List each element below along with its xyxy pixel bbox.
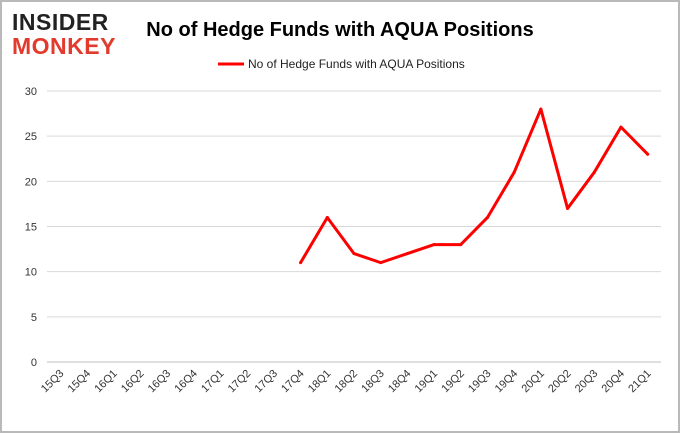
x-tick-label: 17Q4 <box>279 368 307 396</box>
x-tick-label: 16Q2 <box>119 368 147 396</box>
x-tick-label: 16Q3 <box>146 368 174 396</box>
x-tick-label: 20Q2 <box>546 368 574 396</box>
y-tick-label: 25 <box>25 131 37 143</box>
data-point <box>512 170 516 174</box>
data-point <box>325 215 329 219</box>
x-tick-label: 20Q1 <box>519 368 547 396</box>
y-tick-label: 0 <box>31 357 37 369</box>
x-tick-label: 18Q3 <box>359 368 387 396</box>
data-point <box>485 215 489 219</box>
x-tick-label: 16Q1 <box>92 368 120 396</box>
y-tick-label: 20 <box>25 176 37 188</box>
y-tick-label: 10 <box>25 267 37 279</box>
logo: INSIDER MONKEY <box>12 9 116 59</box>
x-tick-label: 19Q3 <box>466 368 494 396</box>
logo-line-2: MONKEY <box>12 33 116 59</box>
logo-line-1: INSIDER <box>12 9 109 35</box>
y-axis: 0 5 10 15 20 25 30 <box>25 86 37 369</box>
legend-label: No of Hedge Funds with AQUA Positions <box>248 57 465 71</box>
chart-title: No of Hedge Funds with AQUA Positions <box>146 19 533 41</box>
x-tick-label: 19Q2 <box>439 368 467 396</box>
x-tick-label: 17Q1 <box>199 368 227 396</box>
y-tick-label: 15 <box>25 222 37 234</box>
x-tick-label: 16Q4 <box>172 368 200 396</box>
legend: No of Hedge Funds with AQUA Positions <box>218 57 465 71</box>
x-tick-label: 19Q1 <box>413 368 441 396</box>
data-point <box>566 206 570 210</box>
data-point <box>619 125 623 129</box>
x-tick-label: 15Q4 <box>66 368 94 396</box>
x-tick-label: 18Q2 <box>333 368 361 396</box>
y-tick-label: 5 <box>31 312 37 324</box>
data-point <box>352 252 356 256</box>
data-point <box>299 261 303 265</box>
x-tick-label: 21Q1 <box>626 368 654 396</box>
x-tick-label: 19Q4 <box>493 368 521 396</box>
x-tick-label: 18Q1 <box>306 368 334 396</box>
data-point <box>432 243 436 247</box>
x-tick-label: 18Q4 <box>386 368 414 396</box>
data-point <box>592 170 596 174</box>
data-point <box>539 107 543 111</box>
x-tick-label: 20Q3 <box>573 368 601 396</box>
data-point <box>459 243 463 247</box>
y-tick-label: 30 <box>25 86 37 98</box>
series-line <box>299 107 650 265</box>
series-layer <box>299 107 650 265</box>
x-tick-label: 17Q2 <box>226 368 254 396</box>
x-tick-label: 17Q3 <box>253 368 281 396</box>
x-axis: 15Q3 15Q4 16Q1 16Q2 16Q3 16Q4 17Q1 17Q2 17Q3 17Q4… <box>39 361 661 396</box>
data-point <box>379 261 383 265</box>
x-tick-label: 15Q3 <box>39 368 67 396</box>
x-tick-label: 20Q4 <box>600 368 628 396</box>
grid <box>47 90 661 363</box>
data-point <box>405 252 409 256</box>
data-point <box>646 152 650 156</box>
